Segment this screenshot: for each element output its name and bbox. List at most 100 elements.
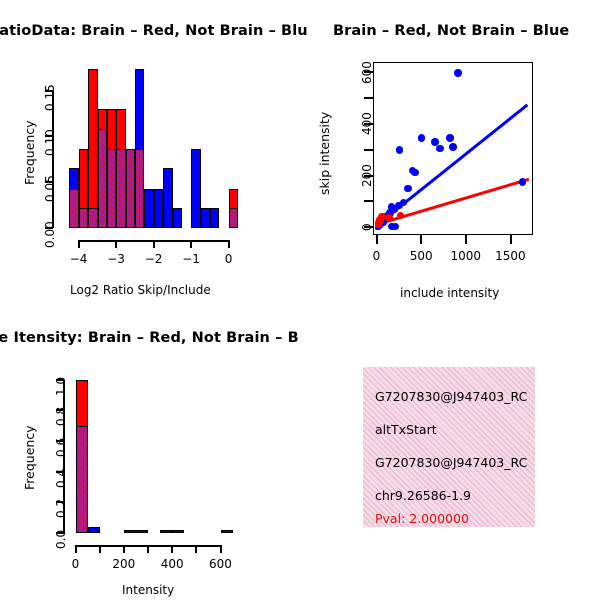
scatter-x-tick-label: 500: [409, 249, 433, 263]
scatter-y-tick: [364, 174, 373, 177]
ratio-x-tick-label: −2: [144, 252, 163, 266]
annotation-line-locus: chr9.26586-1.9: [375, 488, 472, 503]
ratio-y-tick-label: 0.00: [43, 221, 57, 248]
intensity-x-tick: [98, 545, 101, 553]
scatter-y-tick: [364, 226, 373, 229]
scatter-point-blue: [436, 144, 444, 153]
scatter-point-blue: [411, 168, 419, 177]
scatter-point-red: [374, 220, 382, 229]
intensity-y-tick: [56, 440, 64, 442]
intensity-y-tick-label: 0.0: [54, 529, 68, 549]
ratio-x-tick: [77, 240, 80, 248]
intensity-y-tick: [56, 501, 64, 504]
intensity-bar-not-brain: [135, 530, 149, 533]
scatter-point-red: [396, 211, 404, 220]
ratio-bar-not-brain: [163, 168, 173, 228]
scatter-point-blue: [387, 203, 396, 211]
ratio-x-tick-label: −1: [182, 252, 200, 266]
annotation-box: G7207830@J947403_RC altTxStart G7207830@…: [363, 367, 535, 527]
scatter-y-tick: [364, 97, 373, 100]
scatter-ylabel: skip intensity: [317, 111, 332, 195]
ratio-histogram-xlabel: Log2 Ratio Skip/Include: [70, 283, 211, 297]
ratio-y-tick: [45, 89, 53, 92]
ratio-bar-not-brain: [144, 188, 154, 228]
scatter-point-red: [385, 214, 393, 222]
scatter-x-tick: [420, 235, 423, 244]
intensity-y-tick-label: 0.8: [54, 407, 68, 427]
ratio-bar-overlap: [69, 188, 79, 228]
intensity-y-tick-label: 1.0: [54, 376, 68, 396]
scatter-xlabel: include intensity: [400, 286, 500, 300]
intensity-x-tick-label: 0: [71, 557, 80, 571]
scatter-x-tick: [509, 235, 512, 244]
intensity-x-tick-label: 200: [112, 557, 136, 571]
ratio-bar-not-brain: [172, 207, 182, 228]
ratio-x-tick-label: −3: [107, 252, 125, 266]
intensity-x-tick: [195, 545, 198, 553]
ratio-bar-overlap: [78, 207, 89, 228]
ratio-y-tick-label: 0.15: [43, 83, 57, 111]
scatter-point-blue: [404, 184, 412, 193]
scatter-point-blue: [395, 201, 403, 210]
ratio-bar-overlap: [135, 149, 145, 228]
scatter-point-blue: [399, 198, 408, 207]
intensity-bar-not-brain: [87, 526, 100, 533]
ratio-histogram-title: RatioData: Brain – Red, Not Brain – Blu: [0, 23, 308, 39]
intensity-x-tick: [147, 545, 150, 553]
intensity-histogram-ylabel: Frequency: [22, 425, 37, 490]
intensity-histogram-title: ne Itensity: Brain – Red, Not Brain – B: [0, 330, 299, 346]
ratio-y-tick: [45, 181, 53, 184]
scatter-point-blue: [395, 146, 404, 154]
ratio-bar-not-brain: [210, 207, 220, 228]
ratio-bar-not-brain: [200, 207, 210, 228]
scatter-clip: [374, 64, 532, 234]
intensity-y-tick: [56, 470, 64, 473]
ratio-y-tick-label: 0.05: [43, 175, 57, 203]
scatter-x-tick-label: 1500: [495, 249, 526, 263]
ratio-bar-overlap: [116, 149, 126, 228]
ratio-bar-overlap: [106, 149, 117, 228]
scatter-y-tick-label: 0: [360, 223, 374, 232]
ratio-x-tick: [115, 240, 118, 248]
scatter-y-tick: [364, 71, 373, 74]
intensity-y-tick: [56, 532, 64, 534]
scatter-x-tick-label: 1000: [450, 249, 481, 263]
intensity-y-tick-label: 0.6: [54, 437, 68, 457]
intensity-x-tick: [74, 545, 77, 553]
scatter-x-tick: [464, 235, 467, 244]
intensity-bar-not-brain: [220, 530, 233, 533]
scatter-y-tick-label: 200: [360, 164, 374, 188]
intensity-x-tick: [171, 545, 174, 553]
scatter-point-blue: [431, 138, 439, 146]
scatter-y-tick: [364, 122, 373, 125]
intensity-y-tick: [56, 409, 64, 412]
ratio-bar-not-brain: [191, 149, 201, 228]
scatter-x-tick: [375, 235, 378, 244]
scatter-point-blue: [446, 134, 454, 142]
intensity-y-tick-label: 0.4: [54, 468, 68, 488]
ratio-histogram-ylabel: Frequency: [22, 120, 37, 185]
ratio-x-tick: [227, 240, 230, 248]
ratio-bar-overlap: [97, 129, 107, 228]
annotation-line-event-id: G7207830@J947403_RC: [375, 389, 528, 404]
intensity-y-axis-line: [63, 379, 65, 533]
intensity-y-tick: [56, 378, 64, 381]
intensity-x-tick: [219, 545, 222, 553]
scatter-x-tick-label: 0: [372, 249, 381, 263]
ratio-x-tick: [152, 240, 155, 248]
intensity-x-tick-label: 600: [209, 557, 232, 571]
ratio-bar-not-brain: [153, 188, 164, 228]
intensity-y-tick-label: 0.2: [54, 499, 68, 519]
intensity-bar-not-brain: [160, 529, 173, 533]
scatter-point-blue: [454, 69, 462, 77]
scatter-y-tick: [364, 148, 373, 151]
intensity-histogram-xlabel: Intensity: [122, 583, 175, 597]
annotation-line-event-type: altTxStart: [375, 422, 437, 437]
intensity-bar-not-brain: [123, 530, 136, 533]
ratio-x-tick: [190, 240, 193, 248]
ratio-bar-overlap: [228, 207, 239, 228]
ratio-x-tick-label: 0: [224, 252, 233, 266]
annotation-line-event-id-2: G7207830@J947403_RC: [375, 455, 528, 470]
scatter-y-tick: [364, 200, 373, 203]
ratio-x-tick-label: −4: [69, 252, 88, 266]
